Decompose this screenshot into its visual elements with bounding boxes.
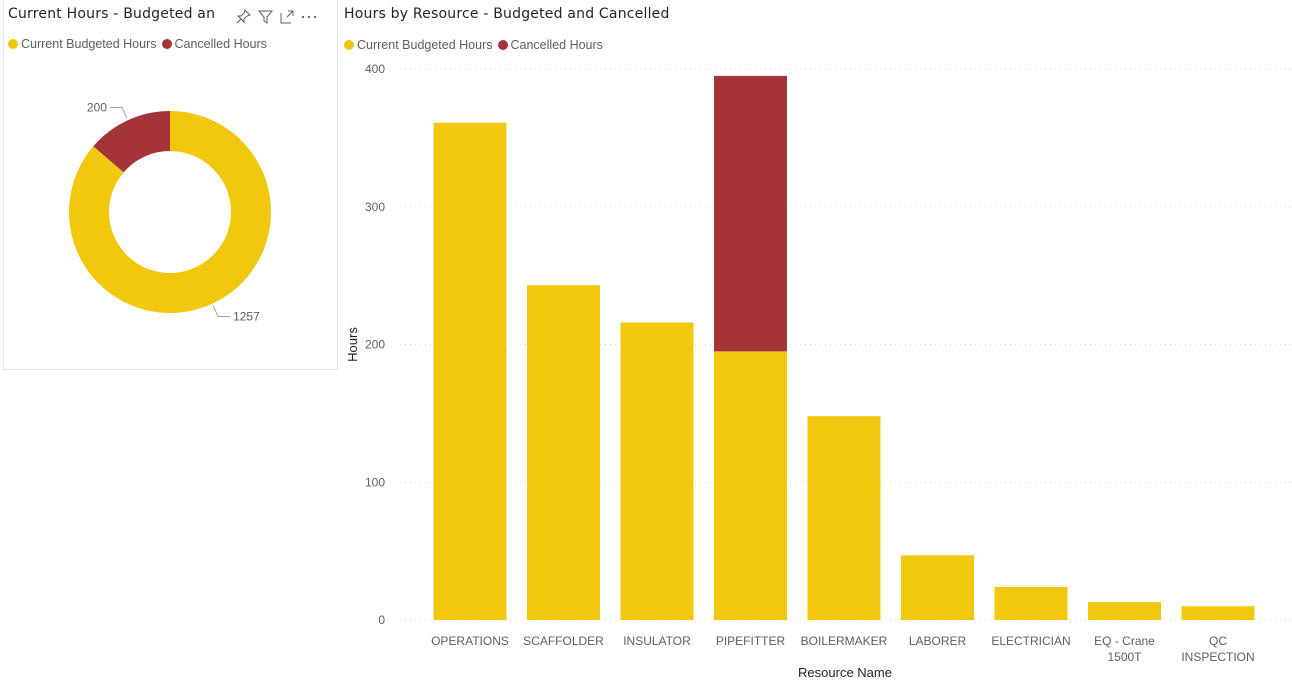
y-tick-label: 300: [365, 200, 385, 214]
bar-budgeted[interactable]: [527, 285, 600, 620]
legend-item-budgeted[interactable]: Current Budgeted Hours: [8, 37, 157, 51]
x-tick-label: INSPECTION: [1181, 650, 1254, 664]
donut-chart-title: Current Hours - Budgeted an: [8, 6, 216, 22]
legend-item-cancelled[interactable]: Cancelled Hours: [161, 37, 267, 51]
pin-icon[interactable]: [234, 7, 252, 25]
more-options-icon[interactable]: [300, 7, 318, 25]
legend-marker-budgeted: [344, 40, 354, 50]
bar-cancelled[interactable]: [714, 75, 787, 352]
donut-leader-line: [109, 107, 128, 119]
bar-budgeted[interactable]: [433, 122, 507, 620]
x-axis-title: Resource Name: [798, 665, 892, 680]
x-tick-label: EQ - Crane: [1094, 634, 1155, 648]
focus-mode-icon[interactable]: [278, 7, 296, 25]
x-tick-label: PIPEFITTER: [716, 634, 786, 648]
bar-budgeted[interactable]: [1181, 606, 1255, 620]
bar-budgeted[interactable]: [994, 586, 1068, 620]
donut-data-label: 1257: [233, 309, 260, 323]
x-tick-label: BOILERMAKER: [801, 634, 888, 648]
bar-budgeted[interactable]: [807, 416, 881, 620]
donut-leader-line: [212, 305, 231, 317]
donut-slice-cancelled[interactable]: [93, 111, 170, 173]
legend-label: Current Budgeted Hours: [357, 38, 493, 52]
y-axis-title: Hours: [345, 327, 360, 362]
filter-icon[interactable]: [256, 7, 274, 25]
bar-budgeted[interactable]: [620, 322, 694, 620]
y-tick-label: 100: [365, 475, 385, 489]
x-tick-label: OPERATIONS: [431, 634, 509, 648]
x-tick-label: ELECTRICIAN: [991, 634, 1070, 648]
y-tick-label: 400: [365, 62, 385, 76]
x-tick-label: QC: [1209, 634, 1227, 648]
visual-header-toolbar: [232, 7, 318, 25]
legend-item-cancelled[interactable]: Cancelled Hours: [497, 38, 603, 52]
legend-marker-cancelled: [161, 39, 172, 49]
legend-marker-budgeted: [8, 39, 18, 49]
legend-marker-cancelled: [497, 40, 508, 50]
legend-item-budgeted[interactable]: Current Budgeted Hours: [344, 38, 493, 52]
donut-visual-panel[interactable]: [3, 0, 338, 370]
legend-label: Cancelled Hours: [174, 37, 267, 51]
x-tick-label: SCAFFOLDER: [523, 634, 604, 648]
donut-chart: 1257 200: [69, 101, 272, 323]
x-tick-label: 1500T: [1107, 650, 1142, 664]
legend-label: Current Budgeted Hours: [21, 37, 157, 51]
donut-data-label: 200: [87, 101, 107, 115]
bar-budgeted[interactable]: [1088, 602, 1161, 620]
legend-label: Cancelled Hours: [510, 38, 603, 52]
donut-slice-budgeted[interactable]: [69, 111, 272, 313]
bar-budgeted[interactable]: [714, 351, 787, 620]
donut-legend: Current Budgeted Hours Cancelled Hours: [8, 37, 272, 51]
x-tick-label: LABORER: [909, 634, 967, 648]
y-tick-label: 0: [378, 613, 385, 627]
x-tick-label: INSULATOR: [623, 634, 691, 648]
bar-budgeted[interactable]: [901, 555, 974, 620]
bar-chart-title: Hours by Resource - Budgeted and Cancell…: [344, 6, 670, 22]
y-tick-label: 200: [365, 338, 385, 352]
bar-legend: Current Budgeted Hours Cancelled Hours: [344, 38, 608, 52]
